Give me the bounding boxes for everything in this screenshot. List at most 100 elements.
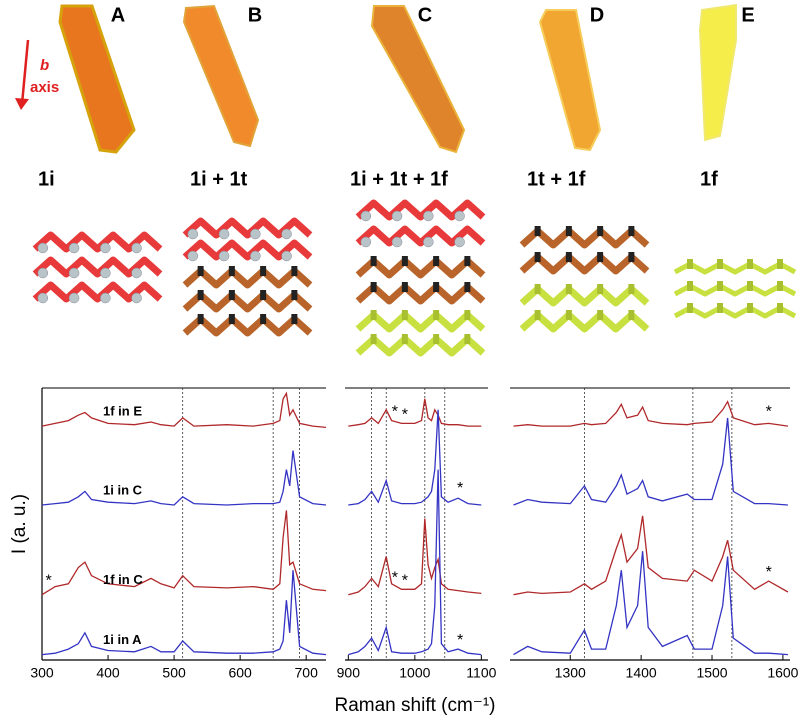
spectrum [348,398,482,427]
crystal-a [58,4,136,154]
ion [218,250,230,262]
crystal-b [182,4,260,148]
molecule-layer [355,257,486,279]
spectrum [41,391,327,429]
trace-label: 1i in C [103,482,143,497]
spectrum [348,469,482,656]
panel-letter: B [248,4,262,26]
ion [250,250,261,262]
ion [131,242,142,254]
b-axis-arrow [20,39,30,105]
panel-letter: D [590,4,604,26]
molecule-layer [32,231,163,253]
ion [250,228,261,240]
ion [37,267,49,279]
axis-label: axis [30,79,59,96]
molecule-layer [355,335,486,357]
x-tick-label: 1600 [767,665,798,681]
x-tick-label: 400 [96,665,120,681]
x-tick-label: 1100 [466,665,496,681]
crystal-d [538,9,602,152]
ion [281,228,292,240]
ion [37,242,49,254]
spectrum [513,417,788,506]
panel-letter: C [418,4,432,26]
ion [131,267,142,279]
trace-label: 1f in C [103,572,143,587]
asterisk: * [392,570,398,587]
trace-label: 1i in A [103,632,142,647]
spectrum [348,518,482,596]
spectrum [41,450,327,506]
molecule-layer [673,261,797,275]
ion [68,267,80,279]
ion [281,250,292,262]
ion [391,236,403,248]
ion [100,292,111,304]
x-tick-label: 300 [30,665,54,681]
x-tick-label: 600 [228,665,252,681]
molecule-layer [182,291,313,313]
trace-label: 1f in E [103,404,142,419]
asterisk: * [392,404,398,421]
asterisk: * [457,632,463,649]
spectrum [41,510,327,596]
ion [187,250,199,262]
molecule-layer [32,256,163,278]
ion [100,267,111,279]
crystals: b axis [15,3,737,154]
crystal-e [698,3,737,142]
ion [100,242,111,254]
molecule-layer [519,227,650,249]
panel-labels: A 1i B 1i + 1t C 1i + 1t + 1f D 1t + 1f E 1f [38,4,755,190]
spectrum [41,570,327,656]
crystal-c [370,5,466,154]
phase-label: 1t + 1f [527,168,586,190]
molecule-layer [355,311,486,333]
molecular-layers [32,199,797,357]
spectrum [513,400,788,427]
y-axis-label: I (a. u.) [9,494,30,554]
molecule-layer [355,199,486,221]
asterisk: * [766,564,772,581]
x-tick-label: 900 [337,665,361,681]
asterisk: * [402,572,408,589]
asterisk: * [766,404,772,421]
molecule-layer [519,253,650,275]
x-axis-label: Raman shift (cm⁻¹) [335,695,496,716]
molecule-layer [673,283,797,297]
asterisk: * [45,572,51,589]
ion [423,236,434,248]
ion [218,228,230,240]
molecule-layer [182,315,313,337]
x-tick-label: 700 [295,665,319,681]
spectrum [348,409,482,506]
phase-label: 1i [38,168,55,190]
molecule-layer [32,281,163,303]
ion [454,210,465,222]
ion [423,210,434,222]
spectra: 300 400 500 600 700 1f in E 1i in C 1f in C 1i i… [9,387,799,716]
x-tick-label: 500 [162,665,186,681]
phase-label: 1i + 1t + 1f [350,168,448,190]
phase-label: 1f [700,168,718,190]
ion [360,236,372,248]
ion [68,292,80,304]
molecule-layer [519,285,650,307]
molecule-layer [182,239,313,261]
phase-label: 1i + 1t [190,168,248,190]
asterisk: * [402,406,408,423]
molecule-layer [519,311,650,333]
molecule-layer [673,305,797,319]
molecule-layer [355,283,486,305]
ion [187,228,199,240]
molecule-layer [182,267,313,289]
ion [131,292,142,304]
x-tick-label: 1000 [399,665,430,681]
molecule-layer [355,225,486,247]
ion [360,210,372,222]
b-label: b [40,57,49,74]
molecule-layer [182,217,313,239]
spectrum [513,515,789,596]
